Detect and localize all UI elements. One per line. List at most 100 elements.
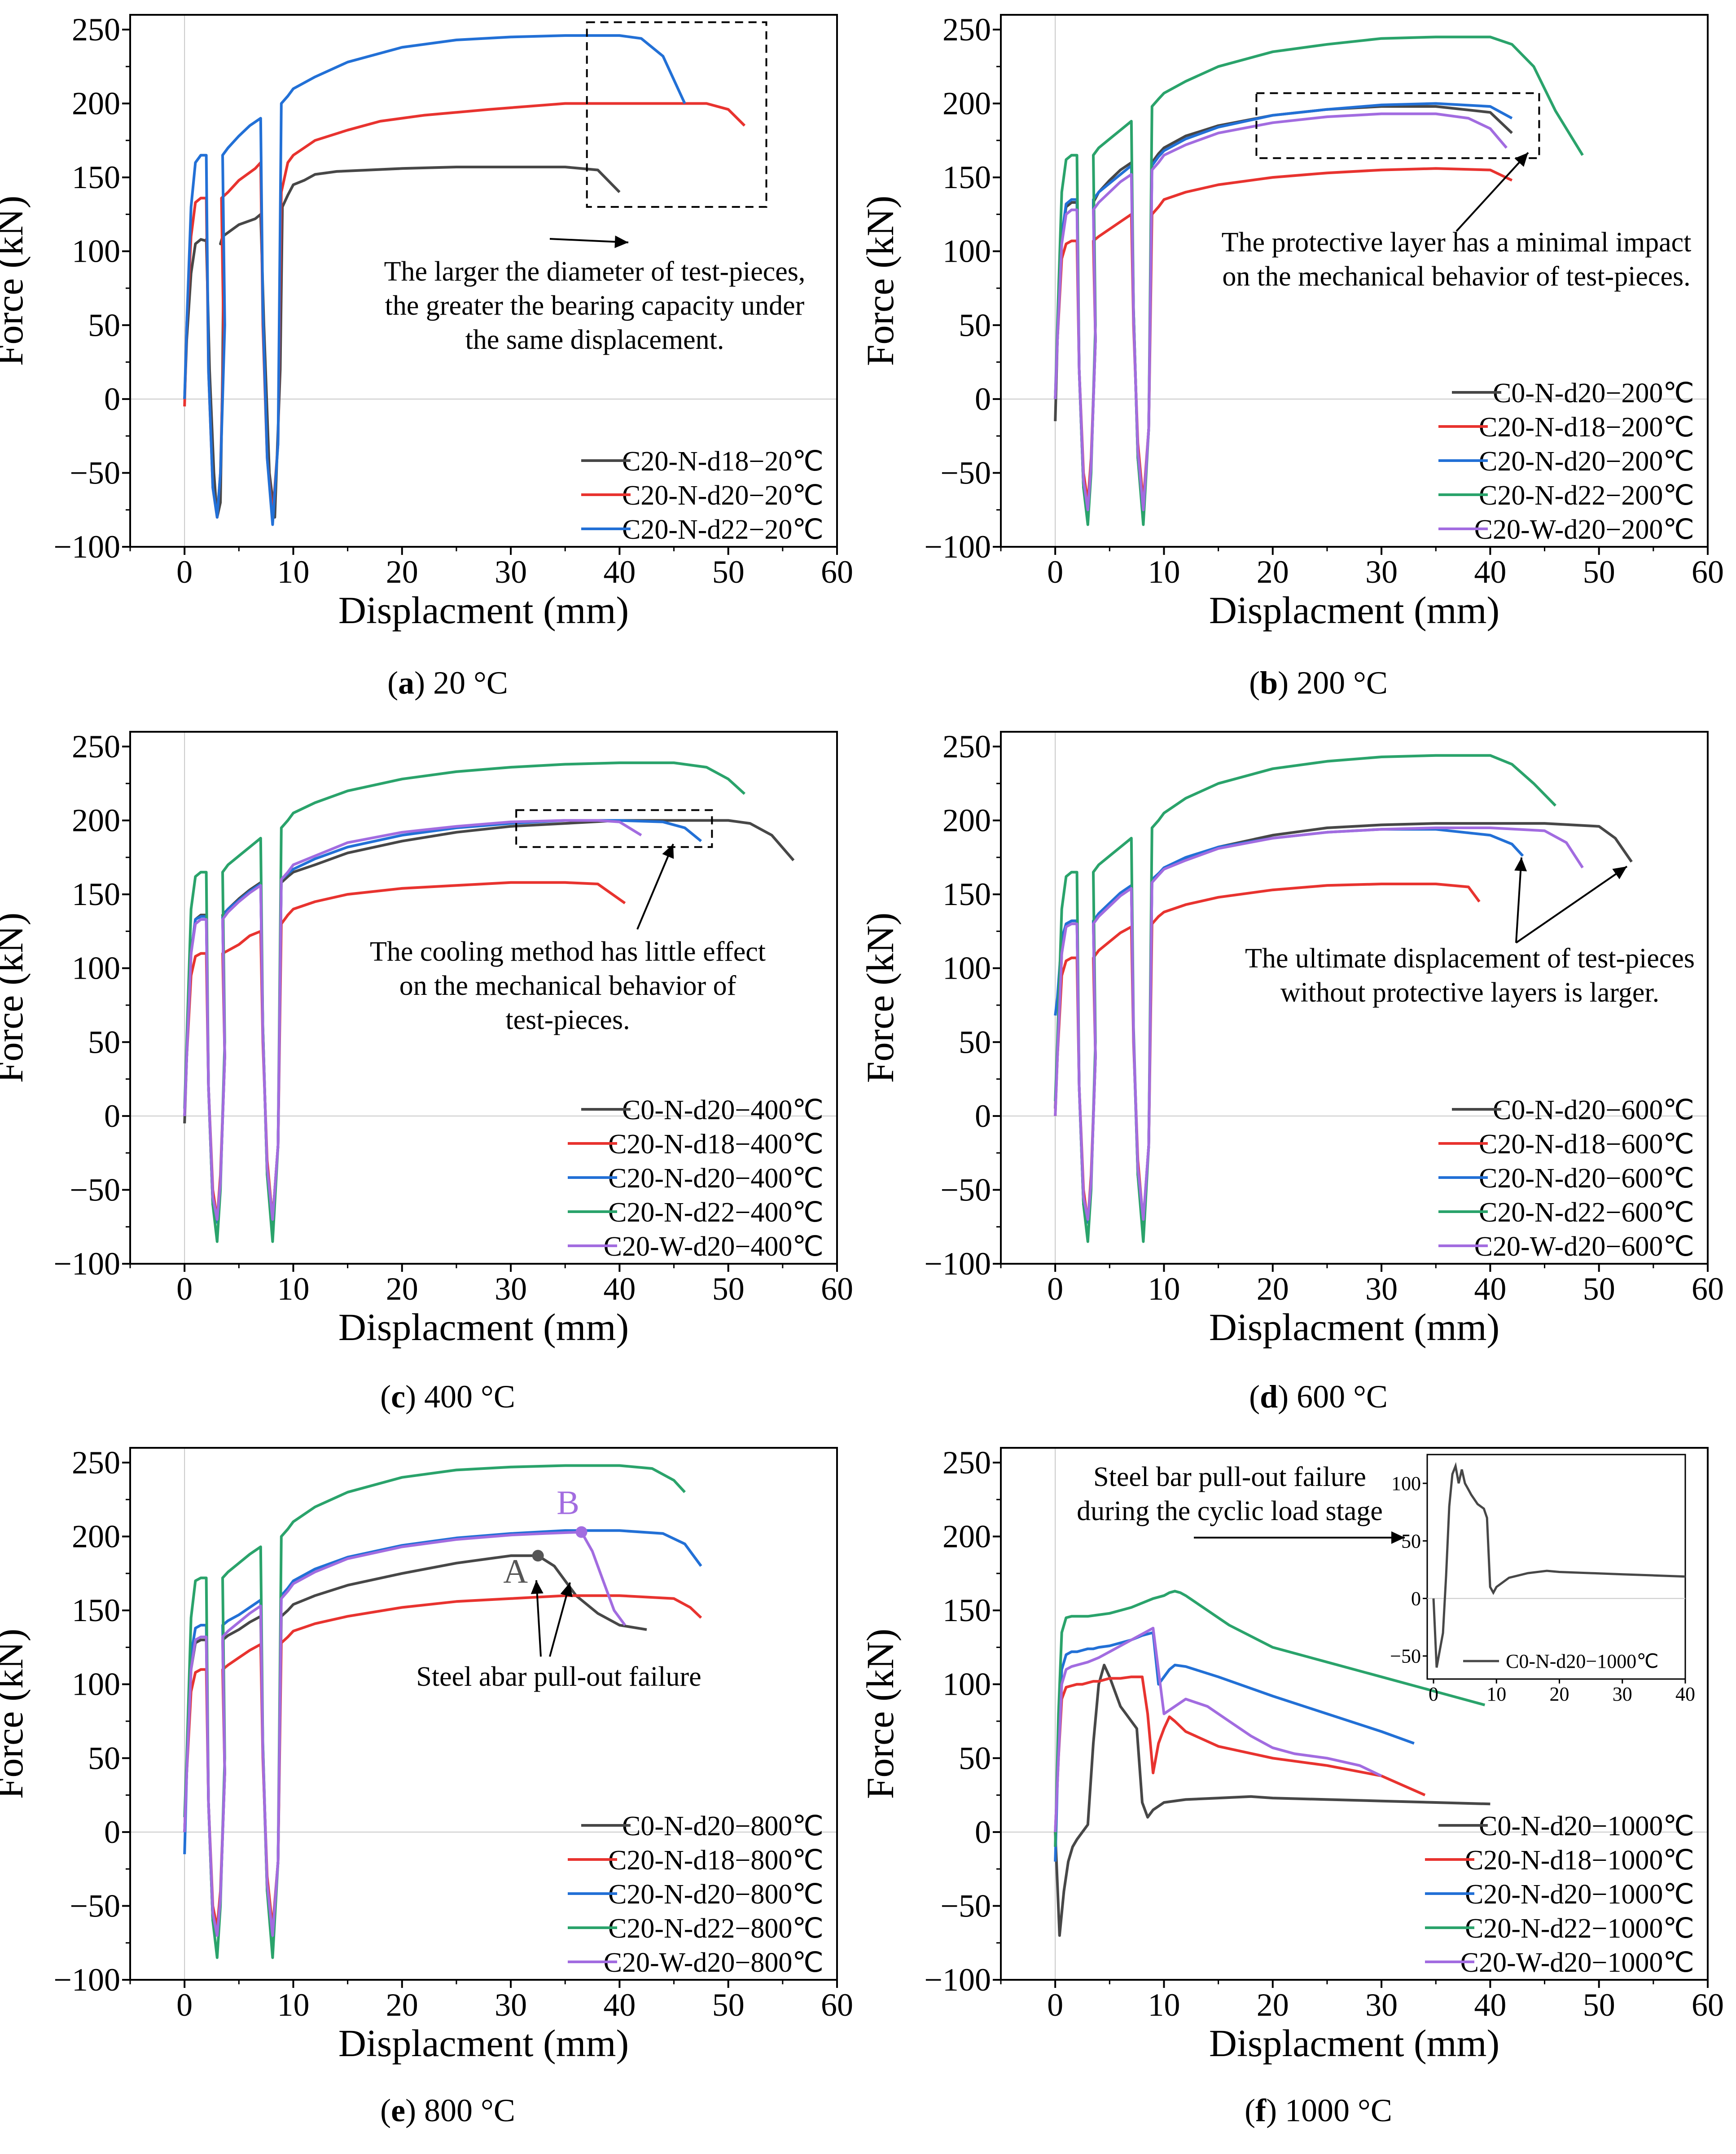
y-tick-label: 100 xyxy=(943,233,991,269)
x-tick-label: 40 xyxy=(603,554,636,590)
x-axis-label: Displacment (mm) xyxy=(1209,1306,1499,1349)
x-tick-label: 60 xyxy=(1692,1271,1724,1307)
legend-label: C20-N-d18−800℃ xyxy=(608,1845,824,1876)
annotation-text: on the mechanical behavior of test-piece… xyxy=(1222,261,1690,292)
annotation-text: during the cyclic load stage xyxy=(1077,1496,1383,1526)
series-line xyxy=(183,1530,626,1937)
chart-panel-c: 0 10 20 30 40 50 60 −100 −50 0 50 100 150 200 250 Displ… xyxy=(0,729,853,1349)
x-tick-label: 60 xyxy=(821,1271,853,1307)
y-tick-label: 0 xyxy=(975,1098,991,1134)
y-tick-label: −50 xyxy=(940,455,991,491)
series-line xyxy=(1054,826,1584,1221)
annotation-text: Steel bar pull-out failure xyxy=(1093,1462,1366,1492)
y-tick-label: 200 xyxy=(72,1519,120,1555)
point-label: A xyxy=(503,1552,528,1590)
y-axis-label: Force (kN) xyxy=(0,196,31,366)
y-tick-label: −50 xyxy=(70,1172,120,1208)
y-tick-label: 200 xyxy=(72,803,120,839)
y-tick-label: 250 xyxy=(72,1445,120,1481)
y-axis-label: Force (kN) xyxy=(0,913,31,1083)
y-tick-label: 50 xyxy=(88,1024,120,1060)
x-tick-label: 20 xyxy=(386,1987,418,2023)
y-axis-label: Force (kN) xyxy=(859,1629,902,1799)
x-tick-label: 10 xyxy=(277,554,309,590)
inset-frame xyxy=(1426,1454,1686,1680)
y-axis-label: Force (kN) xyxy=(859,196,902,366)
series-line xyxy=(1054,1626,1382,1832)
arrow-head xyxy=(1514,153,1528,167)
series-group xyxy=(1054,35,1584,526)
inset-y-tick-label: −50 xyxy=(1390,1645,1421,1667)
legend-label: C20-W-d20−1000℃ xyxy=(1460,1947,1694,1978)
series-line xyxy=(1054,1590,1486,1847)
y-tick-label: 100 xyxy=(943,1666,991,1702)
inset-y-tick-label: 50 xyxy=(1401,1530,1421,1552)
x-tick-label: 30 xyxy=(1365,1271,1398,1307)
annotation-text: the same displacement. xyxy=(465,325,724,355)
series-group xyxy=(1054,1590,1491,1937)
panel-caption: (a) 20 °C xyxy=(387,665,508,701)
x-tick-label: 50 xyxy=(712,554,745,590)
chart-panel-f: 0 10 20 30 40 50 60−100−50050100150200250Displ… xyxy=(859,1445,1724,2065)
arrow-head xyxy=(530,1580,544,1594)
point-label: B xyxy=(557,1484,579,1522)
inset-x-tick-label: 30 xyxy=(1613,1683,1632,1705)
panel-caption-letter: d xyxy=(1260,1379,1278,1415)
legend-label: C20-N-d22−20℃ xyxy=(622,514,824,545)
inset-y-tick-label: 0 xyxy=(1411,1588,1421,1610)
x-tick-label: 0 xyxy=(1047,1987,1063,2023)
y-tick-label: 150 xyxy=(72,1592,120,1628)
annotation-text: without protective layers is larger. xyxy=(1280,977,1659,1008)
annotation-text: The larger the diameter of test-pieces, xyxy=(384,256,806,287)
plot-frame xyxy=(1000,1447,1709,1981)
y-tick-label: 50 xyxy=(959,1740,991,1776)
x-tick-label: 60 xyxy=(821,554,853,590)
series-group xyxy=(183,1464,702,1959)
x-tick-label: 50 xyxy=(712,1987,745,2023)
series-group xyxy=(183,34,746,526)
x-tick-label: 20 xyxy=(1257,554,1289,590)
x-axis-label: Displacment (mm) xyxy=(338,2022,629,2065)
legend-label: C20-N-d22−600℃ xyxy=(1479,1197,1694,1228)
y-tick-label: 150 xyxy=(943,159,991,195)
annotation-text: The protective layer has a minimal impac… xyxy=(1222,227,1692,258)
y-axis-label: Force (kN) xyxy=(859,913,902,1083)
legend-label: C20-N-d18−200℃ xyxy=(1479,412,1694,443)
x-tick-label: 20 xyxy=(1257,1271,1289,1307)
inset-x-tick-label: 20 xyxy=(1550,1683,1569,1705)
x-tick-label: 20 xyxy=(386,554,418,590)
x-tick-label: 0 xyxy=(176,554,193,590)
x-tick-label: 30 xyxy=(1365,1987,1398,2023)
arrow-head xyxy=(1514,857,1527,871)
x-tick-label: 10 xyxy=(1148,554,1180,590)
y-tick-label: 100 xyxy=(72,1666,120,1702)
highlight-box xyxy=(586,21,767,208)
legend-label: C0-N-d20−200℃ xyxy=(1493,378,1694,409)
x-tick-label: 30 xyxy=(1365,554,1398,590)
x-tick-label: 50 xyxy=(1583,1271,1615,1307)
x-tick-label: 30 xyxy=(495,1271,527,1307)
x-tick-label: 10 xyxy=(1148,1271,1180,1307)
annotation-text: on the mechanical behavior of xyxy=(399,971,736,1001)
legend-label: C20-N-d20−800℃ xyxy=(608,1879,824,1910)
chart-panel-d: 0 10 20 30 40 50 60 −100 −50 0 50 100 150 200 250 Displ… xyxy=(859,729,1724,1349)
inset-series-line xyxy=(1432,1462,1686,1668)
legend-label: C20-W-d20−400℃ xyxy=(604,1231,824,1262)
legend-label: C0-N-d20−800℃ xyxy=(622,1811,824,1842)
legend-label: C20-N-d20−1000℃ xyxy=(1465,1879,1694,1910)
x-tick-label: 20 xyxy=(386,1271,418,1307)
x-tick-label: 30 xyxy=(495,1987,527,2023)
legend-label: C20-N-d22−800℃ xyxy=(608,1913,824,1944)
y-tick-label: 50 xyxy=(88,307,120,343)
legend-label: C20-W-d20−200℃ xyxy=(1474,514,1694,545)
annotation-arrow xyxy=(636,844,674,930)
annotation-arrow xyxy=(1515,857,1522,943)
x-tick-label: 50 xyxy=(712,1271,745,1307)
series-line xyxy=(1054,105,1513,511)
y-tick-label: −50 xyxy=(70,1888,120,1924)
y-tick-label: 150 xyxy=(72,876,120,912)
annotation-text: The cooling method has little effect xyxy=(370,936,766,967)
annotation-text: test-pieces. xyxy=(505,1005,630,1035)
arrow-head xyxy=(1612,866,1627,879)
plot-frame xyxy=(1000,731,1709,1265)
